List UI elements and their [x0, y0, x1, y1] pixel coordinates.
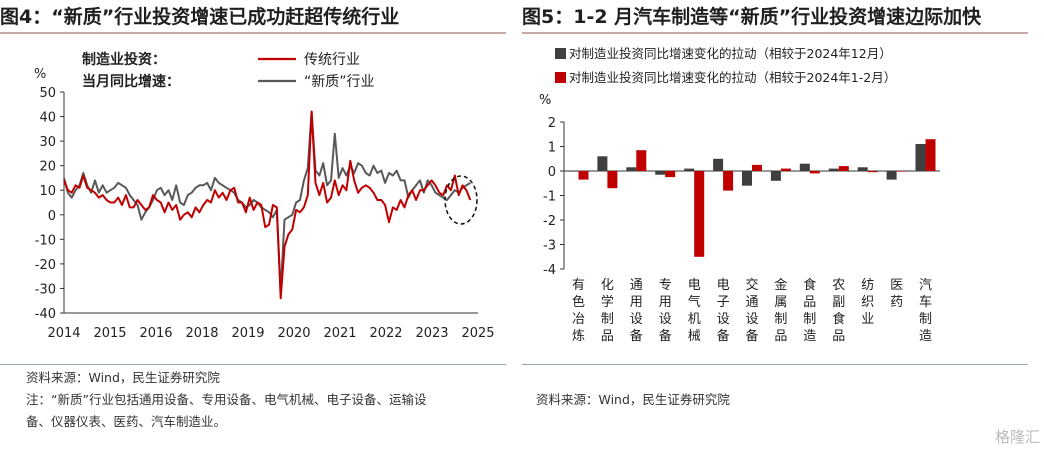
right-y-tick-label: 2: [548, 116, 556, 131]
bar-vs-dec-2024: [857, 167, 868, 171]
category-label: 纺织业: [861, 278, 874, 327]
right-y-tick-label: -4: [543, 263, 556, 278]
left-y-tick-label: -20: [35, 258, 56, 273]
watermark-logo: 格隆汇: [994, 428, 1040, 446]
left-note-line-2: 备、仪器仪表、医药、汽车制造业。: [26, 414, 227, 429]
bar-vs-dec-2024: [886, 171, 897, 180]
left-legend-label-new-quality: “新质”行业: [304, 74, 375, 90]
right-legend-label-dec: 对制造业投资同比增速变化的拉动（相较于2024年12月）: [569, 46, 892, 61]
bar-vs-janfeb-2024: [780, 168, 791, 171]
bar-vs-janfeb-2024: [838, 166, 849, 171]
bar-vs-dec-2024: [626, 167, 637, 171]
right-y-unit: %: [539, 93, 551, 108]
left-x-tick-label: 2025: [461, 326, 494, 341]
left-y-tick-label: 20: [39, 160, 56, 175]
left-legend-caption-2: 当月同比增速：: [82, 73, 180, 90]
right-y-tick-label: -3: [543, 239, 556, 254]
left-x-tick-label: 2023: [415, 326, 448, 341]
category-label: 医药: [890, 278, 903, 310]
category-label: 食品制造: [803, 277, 816, 344]
left-source-divider: [0, 364, 506, 365]
bar-vs-dec-2024: [655, 171, 666, 175]
right-bar-chart: 对制造业投资同比增速变化的拉动（相较于2024年12月） 对制造业投资同比增速变…: [539, 46, 940, 344]
category-label: 有色冶炼: [572, 278, 585, 344]
right-legend-label-janfeb: 对制造业投资同比增速变化的拉动（相较于2024年1-2月）: [569, 70, 896, 85]
bar-vs-janfeb-2024: [636, 150, 647, 171]
right-legend-swatch-janfeb: [555, 72, 566, 83]
left-x-tick-label: 2022: [369, 326, 402, 341]
bar-vs-janfeb-2024: [809, 171, 820, 174]
left-x-tick-label: 2019: [231, 326, 264, 341]
left-figure-title: 图4：“新质”行业投资增速已成功赶超传统行业: [0, 0, 506, 34]
category-label: 交通设备: [745, 277, 758, 344]
left-x-tick-label: 2014: [47, 326, 80, 341]
bar-vs-dec-2024: [713, 158, 724, 172]
left-legend-label-traditional: 传统行业: [304, 52, 360, 68]
right-y-tick-label: -2: [543, 214, 556, 229]
left-y-tick-label: -10: [35, 233, 56, 248]
bar-vs-janfeb-2024: [896, 171, 907, 172]
bar-vs-dec-2024: [770, 171, 781, 181]
category-label: 农副食品: [832, 278, 845, 344]
left-x-tick-label: 2015: [93, 326, 126, 341]
right-figure-title: 图5：1-2 月汽车制造等“新质”行业投资增速边际加快: [522, 0, 1028, 34]
bar-vs-janfeb-2024: [694, 171, 705, 257]
left-y-tick-label: -40: [35, 307, 56, 322]
left-y-tick-label: 50: [39, 86, 56, 101]
category-label: 专用设备: [659, 278, 672, 344]
category-label: 化学制品: [601, 278, 614, 344]
category-label: 电子设备: [717, 278, 730, 344]
bar-vs-dec-2024: [799, 163, 810, 171]
left-y-tick-label: 30: [39, 135, 56, 150]
bar-vs-dec-2024: [915, 144, 926, 171]
right-y-tick-label: -1: [543, 190, 556, 205]
series-line-traditional: [63, 110, 472, 300]
bar-vs-janfeb-2024: [665, 171, 676, 178]
category-label: 电气机械: [688, 278, 701, 344]
left-y-tick-label: -30: [35, 282, 56, 297]
left-figure-panel: 图4：“新质”行业投资增速已成功赶超传统行业 制造业投资： 当月同比增速： 传统…: [0, 0, 506, 451]
bar-vs-dec-2024: [568, 171, 579, 172]
left-line-chart: 制造业投资： 当月同比增速： 传统行业 “新质”行业 % -40 -30 -20 -1…: [34, 51, 495, 341]
left-y-unit: %: [34, 67, 46, 82]
left-x-tick-label: 2016: [139, 326, 172, 341]
category-label: 通用设备: [630, 278, 643, 344]
bar-vs-dec-2024: [684, 168, 695, 171]
bar-vs-janfeb-2024: [867, 171, 878, 173]
left-x-tick-label: 2021: [323, 326, 356, 341]
left-y-tick-label: 10: [39, 184, 56, 199]
left-y-tick-label: 0: [48, 209, 56, 224]
category-label: 汽车制造: [919, 278, 932, 344]
left-note-line-1: 注：“新质”行业包括通用设备、专用设备、电气机械、电子设备、运输设: [26, 392, 427, 407]
highlight-ellipse: [444, 175, 478, 225]
right-source-divider: [522, 364, 1028, 365]
left-x-tick-label: 2020: [277, 326, 310, 341]
bar-vs-janfeb-2024: [723, 171, 734, 191]
bar-vs-janfeb-2024: [607, 171, 618, 189]
bar-vs-janfeb-2024: [925, 139, 936, 171]
category-label: 金属制品: [774, 277, 787, 344]
left-source-text: 资料来源：Wind，民生证券研究院: [26, 370, 220, 385]
right-legend-swatch-dec: [555, 48, 566, 59]
left-y-tick-label: 40: [39, 111, 56, 126]
right-y-tick-label: 0: [548, 165, 556, 180]
left-legend-caption-1: 制造业投资：: [82, 51, 166, 68]
series-line-new-quality: [63, 110, 471, 292]
bar-vs-dec-2024: [742, 171, 752, 186]
bar-vs-dec-2024: [828, 168, 839, 171]
right-figure-panel: 图5：1-2 月汽车制造等“新质”行业投资增速边际加快 对制造业投资同比增速变化…: [522, 0, 1028, 451]
bar-vs-janfeb-2024: [578, 171, 589, 180]
right-source-text: 资料来源：Wind，民生证券研究院: [536, 392, 730, 407]
right-y-tick-label: 1: [548, 141, 556, 156]
bar-vs-dec-2024: [597, 156, 608, 171]
bar-vs-janfeb-2024: [752, 164, 762, 171]
left-x-tick-label: 2018: [185, 326, 218, 341]
